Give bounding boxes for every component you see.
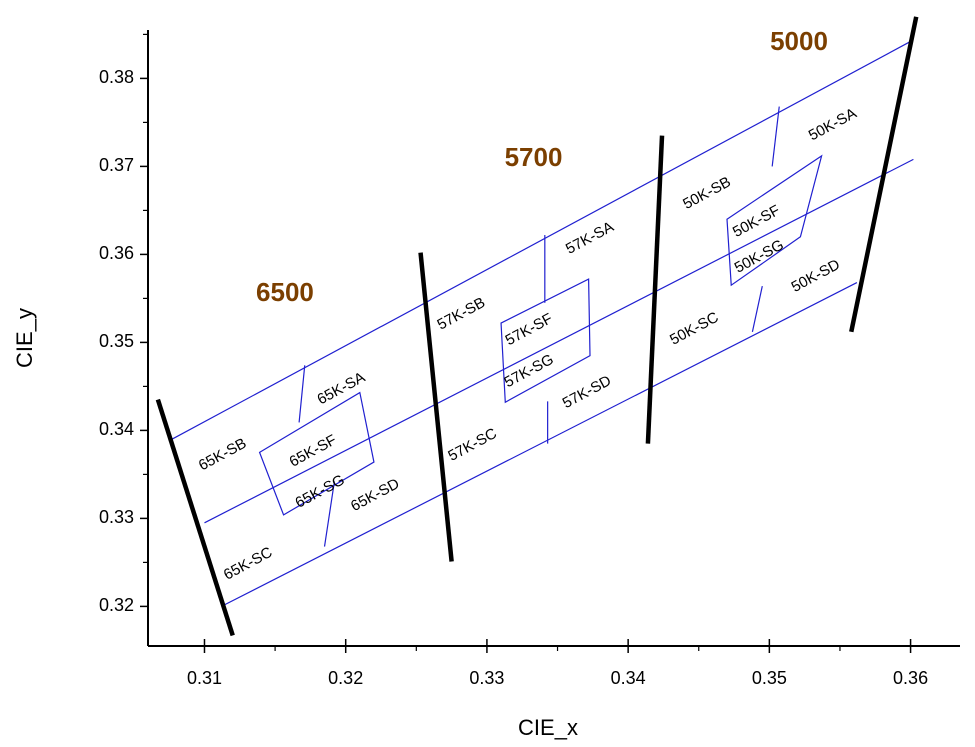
y-tick-label: 0.38 xyxy=(99,67,134,87)
cct-label: 5000 xyxy=(770,26,828,56)
y-tick-label: 0.32 xyxy=(99,595,134,615)
bin-grid-line xyxy=(298,365,306,423)
cct-boundary-line xyxy=(645,135,665,444)
bin-label: 50K-SA xyxy=(806,105,860,144)
cct-boundary-line xyxy=(418,252,454,562)
bin-label: 57K-SC xyxy=(445,425,499,465)
bin-label: 65K-SA xyxy=(314,369,368,408)
bin-label: 65K-SC xyxy=(221,544,275,584)
x-tick-label: 0.35 xyxy=(752,668,787,688)
center-bin-box xyxy=(726,154,823,287)
cct-boundary-line xyxy=(155,398,235,637)
bin-label: 50K-SB xyxy=(680,173,734,212)
y-tick-label: 0.33 xyxy=(99,507,134,527)
bin-grid-line xyxy=(323,481,336,547)
y-tick-label: 0.36 xyxy=(99,243,134,263)
bin-grid-line xyxy=(751,285,763,332)
y-tick-label: 0.37 xyxy=(99,155,134,175)
bin-label: 65K-SG xyxy=(293,471,348,511)
center-bin-box xyxy=(500,278,591,404)
bin-label: 50K-SG xyxy=(732,236,787,276)
bin-label: 65K-SB xyxy=(196,435,250,474)
y-tick-label: 0.35 xyxy=(99,331,134,351)
cct-label: 6500 xyxy=(256,277,314,307)
y-tick-label: 0.34 xyxy=(99,419,134,439)
center-bin-box xyxy=(258,391,375,516)
cct-boundary-line xyxy=(849,16,919,333)
bin-label: 57K-SF xyxy=(503,310,556,349)
x-tick-label: 0.32 xyxy=(328,668,363,688)
x-tick-label: 0.36 xyxy=(893,668,928,688)
x-axis-title: CIE_x xyxy=(518,715,578,740)
axes xyxy=(147,30,960,647)
cct-label: 5700 xyxy=(505,142,563,172)
bin-grid-line xyxy=(771,106,780,167)
bin-label: 57K-SD xyxy=(560,372,614,412)
tick-marks: 0.31 0.32 0.33 0.34 0.35 0.36 0.32 0.33 0.34 0.35… xyxy=(99,33,928,688)
bin-grid-line xyxy=(171,40,911,440)
bin-label: 65K-SF xyxy=(287,432,340,471)
bin-grid-line xyxy=(204,158,914,524)
x-tick-label: 0.31 xyxy=(187,668,222,688)
bin-label: 50K-SC xyxy=(667,309,721,349)
bin-grid-line xyxy=(221,282,858,607)
x-tick-label: 0.33 xyxy=(469,668,504,688)
bin-label: 50K-SF xyxy=(730,202,783,241)
bin-label: 57K-SB xyxy=(434,294,488,333)
bin-label: 50K-SD xyxy=(789,256,843,296)
y-axis-title: CIE_y xyxy=(12,308,37,368)
x-tick-label: 0.34 xyxy=(611,668,646,688)
bin-label: 65K-SD xyxy=(348,475,402,515)
